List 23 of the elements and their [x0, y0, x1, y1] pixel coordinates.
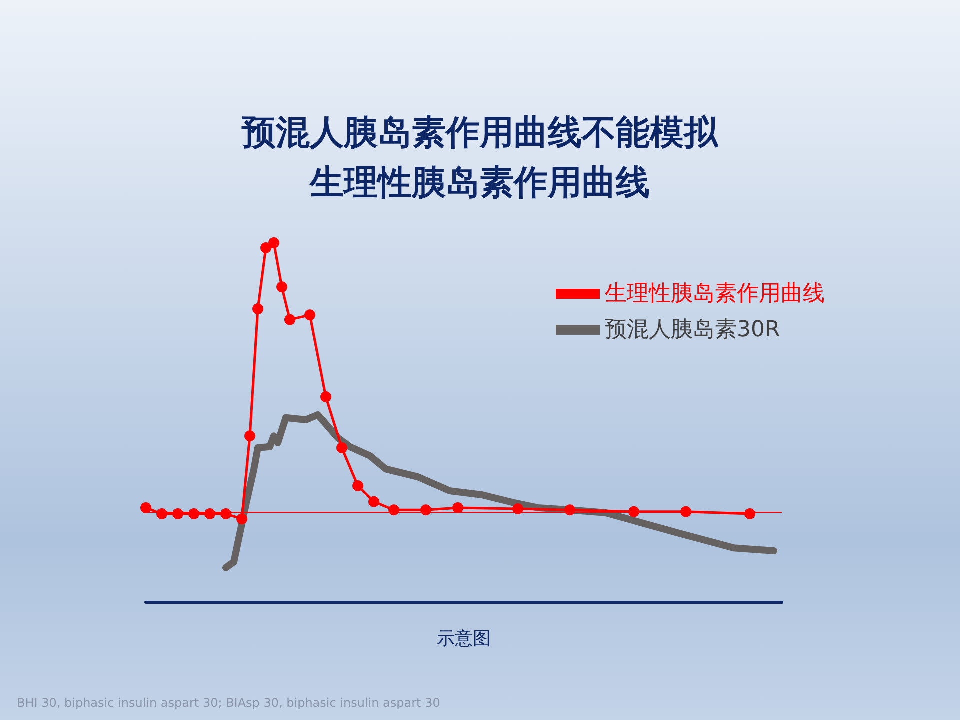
point — [284, 314, 296, 326]
legend-label: 生理性胰岛素作用曲线 — [605, 282, 825, 306]
point — [260, 242, 272, 254]
point — [512, 504, 524, 515]
point — [244, 430, 256, 442]
point — [420, 504, 432, 516]
point — [336, 442, 348, 454]
point — [236, 514, 248, 525]
point — [564, 504, 576, 516]
point — [252, 304, 264, 315]
point — [352, 480, 364, 492]
point — [304, 310, 316, 321]
point — [368, 496, 380, 508]
point — [276, 282, 288, 293]
point — [452, 502, 464, 514]
text: BHI 30, biphasic insulin aspart 30; BIAsp 30, biphasic insulin aspart 30 — [17, 696, 440, 710]
x-axis-title: 示意图 — [437, 628, 491, 650]
legend-label: 预混人胰岛素30R — [605, 318, 780, 342]
point — [140, 502, 152, 514]
point — [388, 504, 400, 516]
point — [320, 392, 332, 403]
point — [268, 238, 280, 248]
chart-title: 预混人胰岛素作用曲线不能模拟生理性胰岛素作用曲线 — [240, 112, 720, 205]
